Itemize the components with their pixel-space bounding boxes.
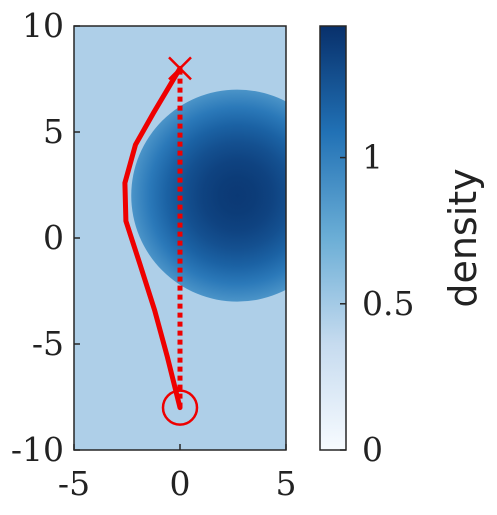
start-circle-marker (161, 389, 199, 426)
x-tick-label: -5 (58, 464, 90, 503)
y-tick-label: 5 (43, 112, 64, 151)
path-series (122, 65, 183, 411)
y-tick-label: 0 (43, 218, 64, 257)
colorbar: 00.51 density (319, 25, 485, 469)
solid-curved-path (122, 65, 183, 411)
colorbar-tick-label: 1 (362, 138, 383, 177)
goal-cross-marker (168, 56, 192, 81)
colorbar-label: density (441, 168, 485, 307)
plot-area (73, 25, 287, 451)
y-tick-label: 10 (22, 6, 64, 45)
x-tick-label: 5 (276, 464, 297, 503)
colorbar-tick-label: 0.5 (362, 284, 414, 323)
y-axis: 10 5 0 -5 -10 (11, 6, 80, 469)
density-disc (131, 89, 286, 302)
path-markers (161, 56, 199, 426)
colorbar-ticks: 00.51 (340, 138, 414, 469)
y-tick-label: -5 (32, 324, 64, 363)
x-axis: -5 0 5 (58, 444, 297, 503)
colorbar-fill (319, 25, 347, 451)
x-tick-label: 0 (170, 464, 191, 503)
colorbar-tick-label: 0 (362, 430, 383, 469)
y-tick-label: -10 (11, 430, 64, 469)
